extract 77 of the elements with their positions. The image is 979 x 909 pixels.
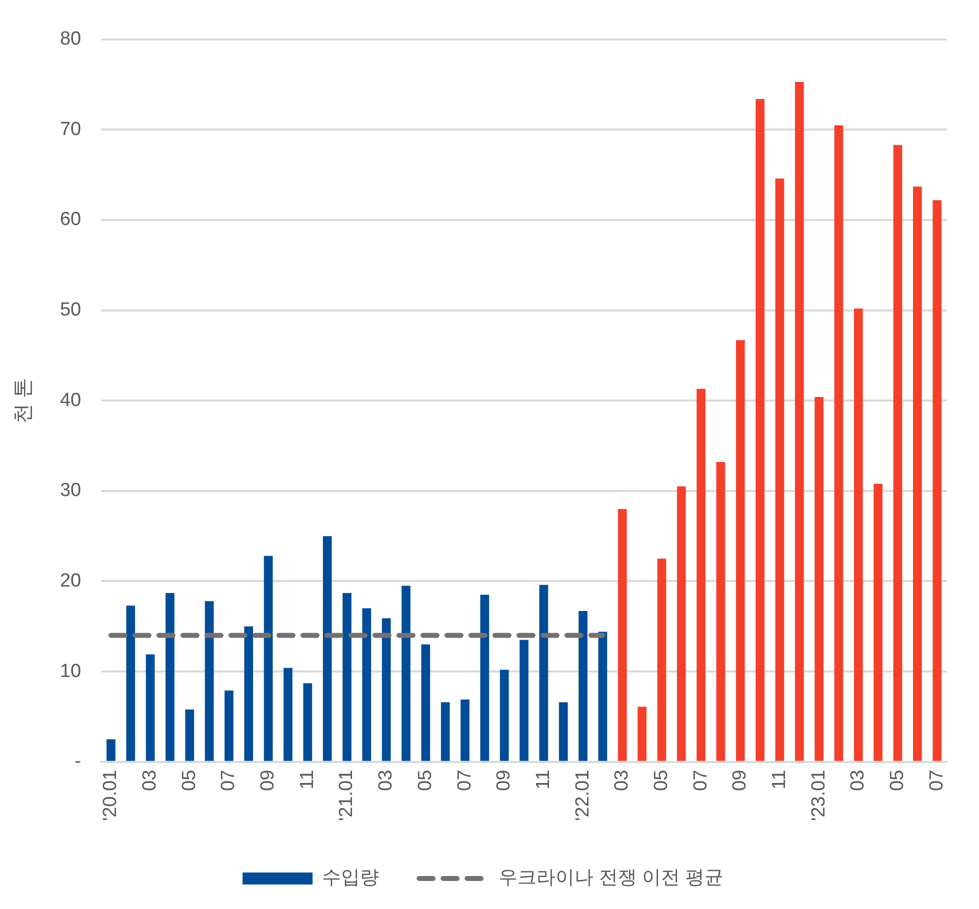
- y-tick-label: 20: [60, 570, 82, 592]
- x-tick-label: 07: [218, 770, 240, 791]
- bar: [126, 606, 136, 761]
- bar: [814, 397, 824, 761]
- x-tick-label: 05: [650, 770, 672, 791]
- y-axis-title: 천 톤: [12, 378, 35, 424]
- x-tick-label: '20.01: [100, 770, 122, 822]
- bar: [520, 640, 528, 761]
- x-tick-label: 03: [376, 770, 397, 791]
- bar: [440, 702, 450, 761]
- bar: [716, 462, 726, 761]
- y-tick-label: 80: [60, 28, 82, 50]
- x-tick-label: '21.01: [336, 770, 358, 822]
- bar: [834, 125, 844, 761]
- y-tick-label: 50: [60, 300, 82, 321]
- bar: [421, 644, 430, 761]
- y-tick-label: 60: [60, 209, 82, 230]
- bar: [322, 536, 332, 761]
- y-tick-label: 70: [60, 118, 82, 140]
- x-tick-label: 03: [848, 770, 869, 791]
- bar: [264, 556, 273, 761]
- bar: [618, 508, 627, 761]
- x-tick-label: 11: [296, 770, 318, 790]
- bar: [558, 702, 568, 761]
- bar: [303, 683, 312, 761]
- bar: [224, 690, 234, 761]
- y-tick-label: 10: [60, 660, 82, 682]
- bar: [912, 186, 922, 761]
- bar: [539, 584, 548, 761]
- x-tick-label: 05: [886, 770, 908, 791]
- bar: [244, 626, 254, 761]
- bar: [775, 178, 784, 761]
- bar: [460, 700, 470, 761]
- bar: [362, 608, 372, 761]
- bar: [696, 388, 706, 761]
- bar: [146, 654, 155, 761]
- bar: [106, 739, 116, 761]
- legend-label: 우크라이나 전쟁 이전 평균: [498, 868, 724, 889]
- bar: [638, 706, 646, 761]
- bar: [578, 611, 588, 761]
- x-tick-label: '23.01: [808, 770, 830, 822]
- bar: [480, 594, 490, 761]
- legend-label: 수입량: [322, 868, 380, 889]
- x-tick-label: 11: [768, 770, 790, 790]
- bar: [893, 145, 902, 761]
- bar: [756, 99, 764, 761]
- bar: [854, 308, 863, 761]
- bar: [676, 486, 686, 761]
- bar: [874, 484, 882, 761]
- x-tick-label: 03: [140, 770, 161, 791]
- x-tick-label: 09: [258, 770, 279, 791]
- x-tick-label: 07: [690, 770, 712, 791]
- bar: [500, 670, 509, 761]
- x-tick-label: 07: [926, 770, 948, 791]
- x-tick-label: 11: [532, 770, 554, 790]
- x-tick-label: 05: [414, 770, 436, 791]
- x-tick-label: 09: [730, 770, 751, 791]
- bar: [598, 632, 608, 761]
- bar: [932, 200, 942, 761]
- bar: [794, 82, 804, 761]
- x-tick-label: '22.01: [572, 770, 594, 822]
- x-tick-label: 09: [494, 770, 515, 791]
- bar: [657, 558, 666, 761]
- bar: [284, 668, 292, 761]
- x-tick-label: 05: [178, 770, 200, 791]
- bar: [204, 601, 214, 761]
- bar: [166, 592, 174, 761]
- x-tick-label: 03: [612, 770, 633, 791]
- bar: [736, 340, 745, 761]
- y-tick-label: 30: [60, 480, 82, 502]
- bar: [342, 592, 352, 761]
- bar: [402, 586, 410, 761]
- y-tick-label: -: [74, 751, 82, 772]
- x-tick-label: 07: [454, 770, 476, 791]
- bar: [382, 618, 391, 761]
- bar: [185, 709, 194, 761]
- y-tick-label: 40: [60, 390, 82, 411]
